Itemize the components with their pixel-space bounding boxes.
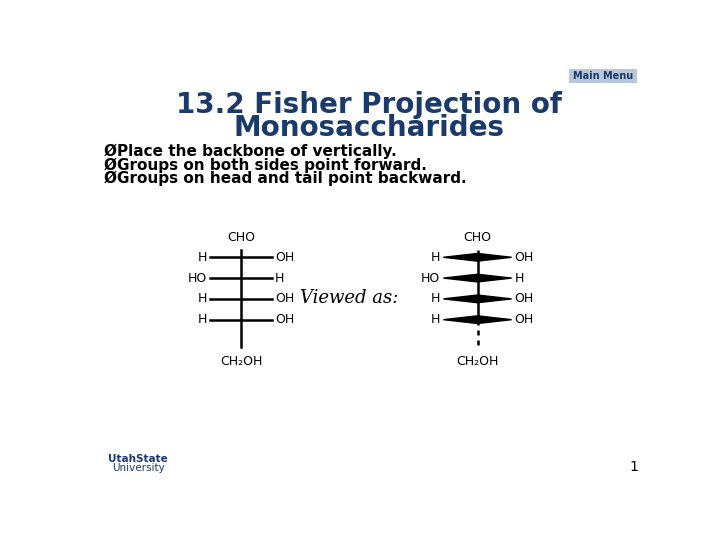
Text: 13.2 Fisher Projection of: 13.2 Fisher Projection of [176,91,562,119]
Text: HO: HO [421,272,441,285]
Text: H: H [198,292,207,306]
Text: University: University [112,463,164,473]
Polygon shape [477,253,512,261]
Polygon shape [444,274,477,282]
Text: ØGroups on head and tail point backward.: ØGroups on head and tail point backward. [104,171,467,186]
Polygon shape [444,316,477,323]
Text: OH: OH [275,292,294,306]
Text: H: H [275,272,284,285]
Text: H: H [515,272,524,285]
Text: Main Menu: Main Menu [573,71,633,82]
FancyBboxPatch shape [569,70,637,83]
Text: OH: OH [275,251,294,264]
Text: H: H [431,313,441,326]
Text: H: H [431,292,441,306]
Text: H: H [198,313,207,326]
Text: 1: 1 [630,461,639,475]
Text: UtahState: UtahState [108,454,168,464]
Polygon shape [477,295,512,303]
Text: CHO: CHO [227,231,255,244]
Polygon shape [477,316,512,323]
Text: OH: OH [515,292,534,306]
Polygon shape [477,274,512,282]
Text: CH₂OH: CH₂OH [220,355,262,368]
Text: OH: OH [515,251,534,264]
Text: CH₂OH: CH₂OH [456,355,499,368]
Text: OH: OH [515,313,534,326]
Text: HO: HO [188,272,207,285]
Text: ØGroups on both sides point forward.: ØGroups on both sides point forward. [104,157,427,173]
Polygon shape [444,295,477,303]
Text: OH: OH [275,313,294,326]
Text: Viewed as:: Viewed as: [300,289,399,307]
Polygon shape [444,253,477,261]
Text: ØPlace the backbone of vertically.: ØPlace the backbone of vertically. [104,143,397,159]
Text: CHO: CHO [464,231,492,244]
Text: H: H [198,251,207,264]
Text: Monosaccharides: Monosaccharides [233,114,505,142]
Text: H: H [431,251,441,264]
